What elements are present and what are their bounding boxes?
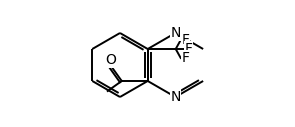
Text: F: F [182,51,190,65]
Text: F: F [182,33,190,47]
Text: N: N [170,26,181,40]
Text: F: F [185,42,193,56]
Text: O: O [105,53,116,67]
Text: N: N [170,90,181,104]
